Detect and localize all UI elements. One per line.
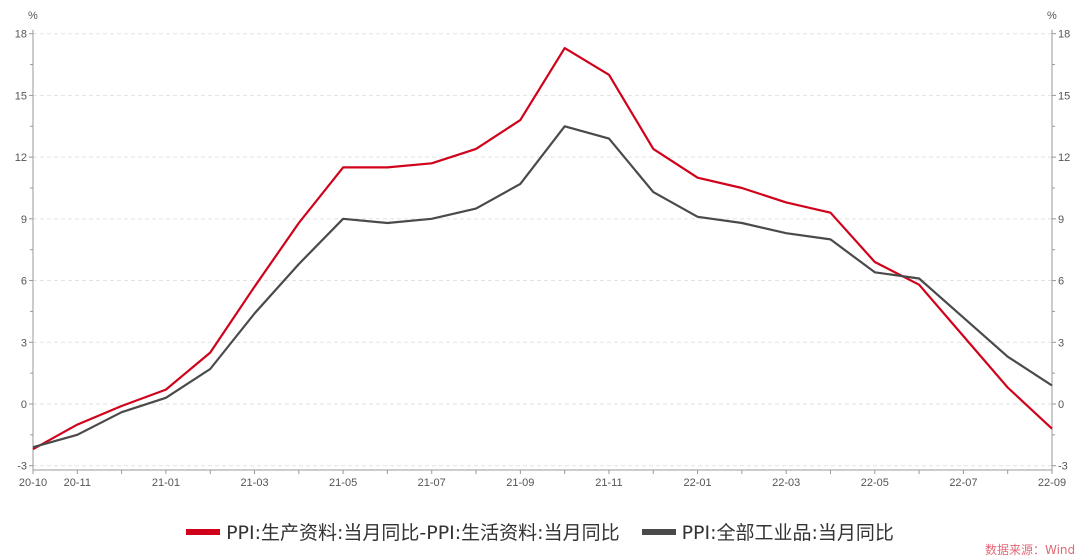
y-tick-label-left: 12 bbox=[15, 152, 27, 164]
y-tick-label-right: 15 bbox=[1058, 90, 1070, 102]
right-unit-label: % bbox=[1047, 10, 1057, 22]
x-tick-label: 22-09 bbox=[1038, 477, 1066, 489]
y-tick-label-left: -3 bbox=[17, 461, 27, 473]
y-tick-label-left: 6 bbox=[21, 276, 27, 288]
legend: PPI:生产资料:当月同比-PPI:生活资料:当月同比 PPI:全部工业品:当月… bbox=[0, 518, 1080, 545]
legend-item-spread[interactable]: PPI:生产资料:当月同比-PPI:生活资料:当月同比 bbox=[186, 518, 620, 545]
series-line-0 bbox=[32, 46, 1053, 451]
x-tick-label: 20-10 bbox=[19, 477, 47, 489]
legend-item-ppi[interactable]: PPI:全部工业品:当月同比 bbox=[641, 518, 894, 545]
legend-label: PPI:生产资料:当月同比-PPI:生活资料:当月同比 bbox=[226, 522, 620, 544]
legend-swatch-gray bbox=[641, 528, 676, 535]
y-tick-label-right: 0 bbox=[1058, 399, 1064, 411]
y-tick-label-right: -3 bbox=[1058, 461, 1068, 473]
y-tick-label-right: 12 bbox=[1058, 152, 1070, 164]
x-tick-label: 22-01 bbox=[683, 477, 711, 489]
gridlines bbox=[33, 33, 1052, 467]
x-tick-label: 22-07 bbox=[949, 477, 977, 489]
x-tick-label: 21-05 bbox=[329, 477, 357, 489]
y-tick-label-right: 18 bbox=[1058, 29, 1070, 41]
x-tick-label: 21-03 bbox=[240, 477, 268, 489]
y-tick-label-left: 15 bbox=[15, 90, 27, 102]
source-note: 数据来源：Wind bbox=[985, 543, 1076, 557]
x-tick-label: 20-11 bbox=[64, 477, 91, 489]
y-tick-label-right: 3 bbox=[1058, 337, 1064, 349]
x-tick-label: 21-07 bbox=[418, 477, 446, 489]
y-tick-label-left: 9 bbox=[21, 214, 27, 226]
x-tick-label: 21-09 bbox=[506, 477, 534, 489]
series-lines bbox=[32, 46, 1053, 451]
x-tick-label: 22-05 bbox=[861, 477, 889, 489]
y-tick-label-right: 9 bbox=[1058, 214, 1064, 226]
left-unit-label: % bbox=[28, 10, 38, 22]
y-tick-label-left: 3 bbox=[21, 337, 27, 349]
y-tick-label-left: 18 bbox=[15, 29, 27, 41]
x-tick-label: 22-03 bbox=[772, 477, 800, 489]
axes: -3 -3 0 0 3 3 6 6 9 9 12 12 15 15 18 18 20-10 20-11 21-01 2… bbox=[15, 29, 1071, 489]
y-tick-label-left: 0 bbox=[21, 399, 27, 411]
y-tick-label-right: 6 bbox=[1058, 276, 1064, 288]
legend-label: PPI:全部工业品:当月同比 bbox=[681, 522, 894, 544]
x-tick-label: 21-11 bbox=[595, 477, 622, 489]
series-line-1 bbox=[32, 125, 1053, 449]
legend-swatch-red bbox=[186, 528, 221, 535]
x-tick-label: 21-01 bbox=[152, 477, 180, 489]
